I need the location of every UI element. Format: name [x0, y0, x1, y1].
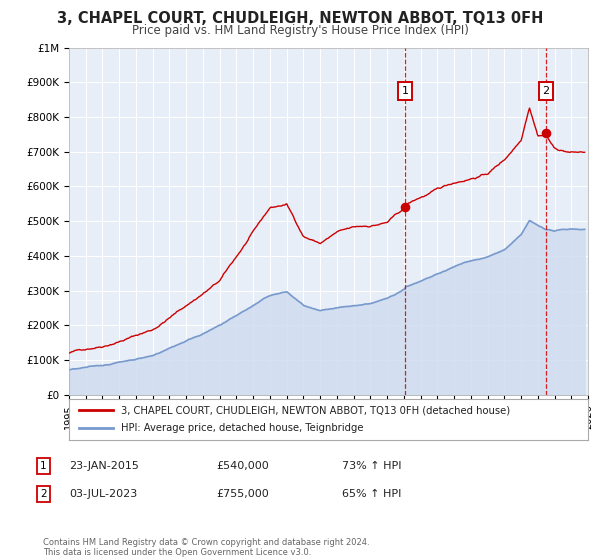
Text: 3, CHAPEL COURT, CHUDLEIGH, NEWTON ABBOT, TQ13 0FH: 3, CHAPEL COURT, CHUDLEIGH, NEWTON ABBOT…	[57, 11, 543, 26]
Text: 23-JAN-2015: 23-JAN-2015	[69, 461, 139, 471]
Text: £540,000: £540,000	[216, 461, 269, 471]
Text: 2: 2	[40, 489, 47, 499]
Text: Price paid vs. HM Land Registry's House Price Index (HPI): Price paid vs. HM Land Registry's House …	[131, 24, 469, 36]
Text: 1: 1	[401, 86, 409, 96]
Text: 73% ↑ HPI: 73% ↑ HPI	[342, 461, 401, 471]
Text: 2: 2	[542, 86, 550, 96]
Text: 3, CHAPEL COURT, CHUDLEIGH, NEWTON ABBOT, TQ13 0FH (detached house): 3, CHAPEL COURT, CHUDLEIGH, NEWTON ABBOT…	[121, 405, 510, 415]
Text: Contains HM Land Registry data © Crown copyright and database right 2024.
This d: Contains HM Land Registry data © Crown c…	[43, 538, 370, 557]
Point	[400, 203, 410, 212]
Text: HPI: Average price, detached house, Teignbridge: HPI: Average price, detached house, Teig…	[121, 423, 364, 433]
Text: 65% ↑ HPI: 65% ↑ HPI	[342, 489, 401, 499]
Point	[541, 128, 551, 137]
Text: £755,000: £755,000	[216, 489, 269, 499]
Text: 1: 1	[40, 461, 47, 471]
Text: 03-JUL-2023: 03-JUL-2023	[69, 489, 137, 499]
